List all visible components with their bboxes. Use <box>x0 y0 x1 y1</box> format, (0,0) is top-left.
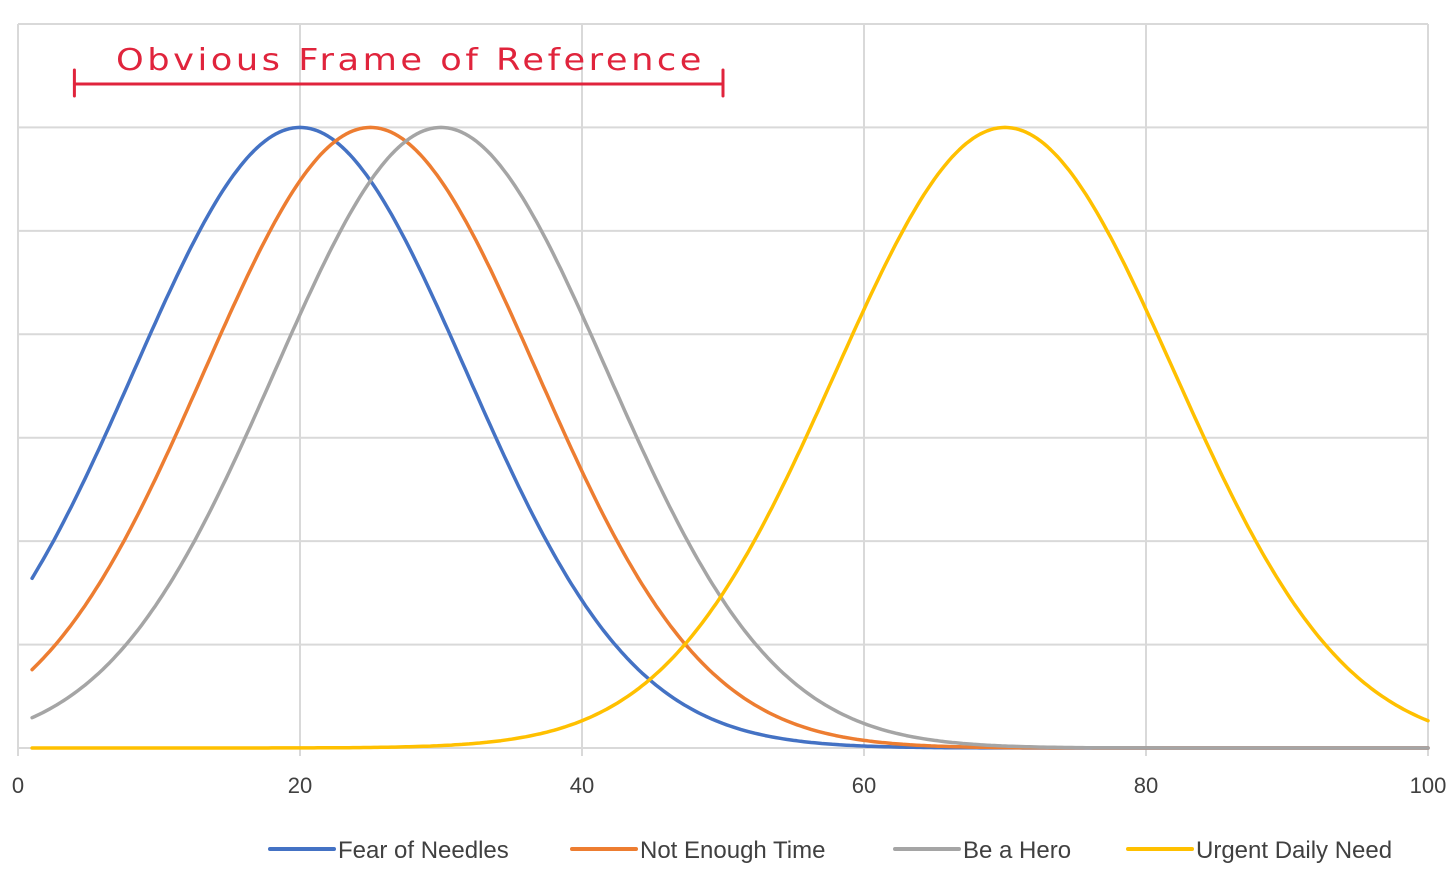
x-axis-tick-labels: 0 20 40 60 80 100 <box>12 773 1446 798</box>
legend-label: Urgent Daily Need <box>1196 837 1392 864</box>
legend-label: Not Enough Time <box>640 837 825 864</box>
x-tick-label: 80 <box>1134 773 1158 798</box>
frame-of-reference-annotation: Obvious Frame of Reference <box>72 43 725 98</box>
annotation-text: Obvious Frame of Reference <box>116 43 705 78</box>
legend-item: Be a Hero <box>893 837 1071 864</box>
series-line-urgent-daily-need <box>30 125 1430 750</box>
legend-item: Not Enough Time <box>570 837 825 864</box>
legend-label: Be a Hero <box>963 837 1071 864</box>
x-tick-label: 20 <box>288 773 312 798</box>
legend: Fear of Needles Not Enough Time Be a Hero U… <box>268 837 1392 864</box>
gridlines <box>17 23 1429 756</box>
x-tick-label: 60 <box>852 773 876 798</box>
x-tick-label: 100 <box>1410 773 1447 798</box>
legend-item: Urgent Daily Need <box>1126 837 1392 864</box>
series-lines <box>30 125 1430 750</box>
legend-item: Fear of Needles <box>268 837 509 864</box>
x-tick-label: 0 <box>12 773 24 798</box>
legend-label: Fear of Needles <box>338 837 509 864</box>
series-line-be-a-hero <box>30 125 1430 750</box>
x-tick-label: 40 <box>570 773 594 798</box>
